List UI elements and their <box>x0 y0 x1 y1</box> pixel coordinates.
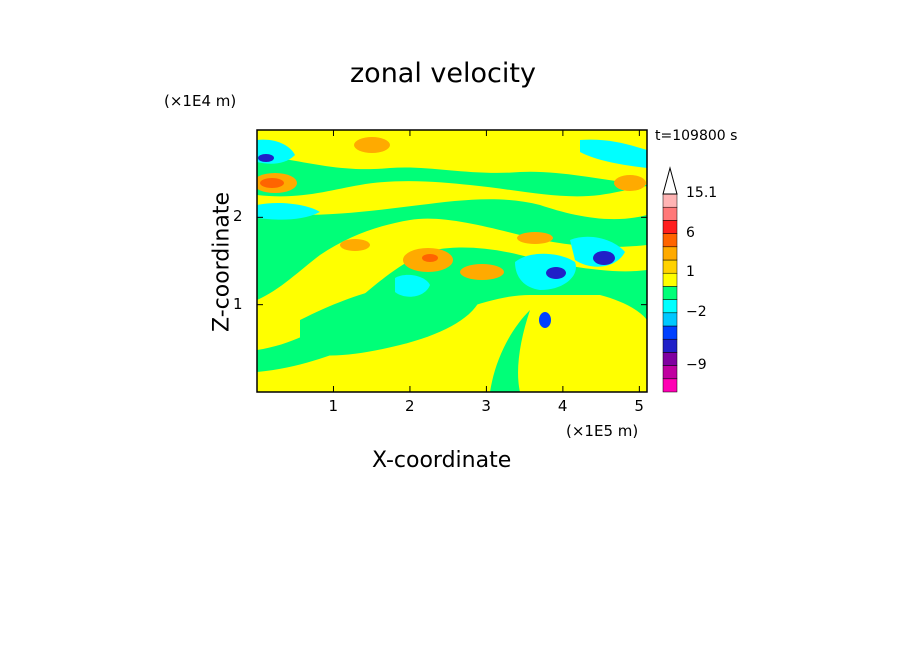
diagonal-yellow-band <box>257 218 647 350</box>
orange-core-midleft <box>340 239 370 251</box>
upper-yellow-band <box>257 181 647 220</box>
colorbar-label: −9 <box>686 356 707 373</box>
blue-core-right <box>593 251 615 265</box>
colorbar-label: 1 <box>686 264 695 281</box>
blue-core-mid <box>546 267 566 279</box>
x-axis-unit: (×1E5 m) <box>566 422 639 440</box>
colorbar <box>662 166 678 393</box>
orange-core-right <box>614 175 646 191</box>
red-core-left <box>260 178 284 188</box>
colorbar-swatch <box>662 233 678 248</box>
colorbar-swatch <box>662 365 678 380</box>
colorbar-swatch <box>662 272 678 287</box>
colorbar-swatch <box>662 325 678 340</box>
chart-title: zonal velocity <box>350 58 536 89</box>
x-axis-label: X-coordinate <box>372 448 512 473</box>
colorbar-swatch <box>662 312 678 327</box>
colorbar-swatch <box>662 299 678 314</box>
x-tick-label: 1 <box>328 397 339 415</box>
colorbar-overflow-arrow <box>662 166 678 195</box>
y-axis-unit: (×1E4 m) <box>164 92 237 110</box>
green-lobe <box>300 283 480 356</box>
colorbar-swatch <box>662 220 678 234</box>
y-tick-label: 2 <box>233 207 243 226</box>
green-lobe-right <box>490 310 530 392</box>
contour-field <box>257 130 647 392</box>
colorbar-swatch <box>662 259 678 274</box>
cyan-patch-center <box>395 274 430 297</box>
colorbar-label: 6 <box>686 224 695 241</box>
x-tick-label: 2 <box>404 397 415 415</box>
orange-core-center2 <box>460 264 504 280</box>
x-tick-label: 3 <box>481 397 491 415</box>
cyan-patch-mid <box>515 253 576 290</box>
cyan-patch-top <box>580 139 647 168</box>
colorbar-swatch <box>662 193 678 208</box>
colorbar-label: 15.1 <box>686 185 718 201</box>
red-core-center <box>422 254 438 262</box>
time-label: t=109800 s <box>655 128 738 144</box>
blue-core-lower <box>539 312 551 328</box>
cyan-patch-left <box>257 202 320 220</box>
orange-core-top <box>354 137 390 153</box>
colorbar-swatch <box>662 378 678 393</box>
colorbar-label: −2 <box>686 303 707 320</box>
y-tick-label: 1 <box>233 294 243 313</box>
x-tick-label: 5 <box>634 397 644 415</box>
orange-core-upper <box>517 232 553 244</box>
axis-ticks <box>257 130 647 392</box>
plot-frame <box>256 129 648 393</box>
x-tick-label: 4 <box>557 397 568 415</box>
colorbar-swatch <box>662 338 678 353</box>
colorbar-swatch <box>662 286 678 300</box>
colorbar-swatch <box>662 352 678 366</box>
blue-core-topleft <box>258 154 274 162</box>
colorbar-swatch <box>662 206 678 221</box>
colorbar-swatch <box>662 246 678 261</box>
